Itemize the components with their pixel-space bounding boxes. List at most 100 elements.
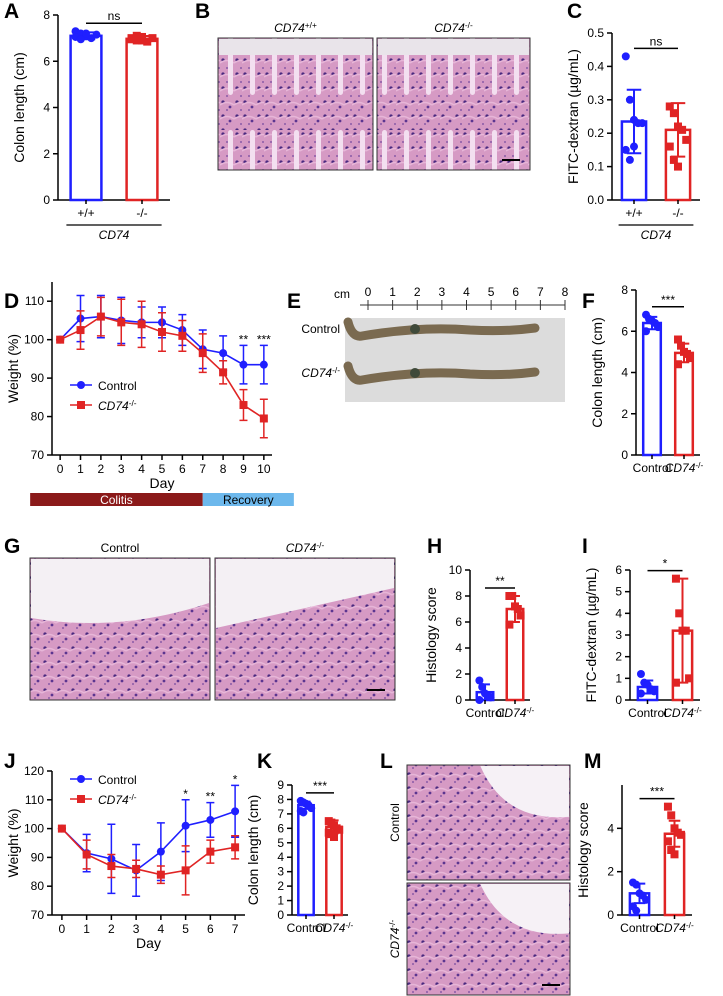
panel-letter: A (4, 0, 19, 23)
panel-letter: H (427, 535, 442, 558)
marker (82, 29, 90, 38)
panel-letter: G (4, 535, 20, 558)
marker (636, 689, 645, 698)
y-axis-label: Weight (%) (5, 334, 21, 403)
colon-sample (343, 361, 540, 385)
y-axis-label: FITC-dextran (µg/mL) (565, 49, 581, 184)
x-tick-label: Control (633, 461, 672, 475)
marker (667, 811, 676, 820)
y-tick-label: 4 (43, 101, 50, 115)
x-tick-label: -/- (672, 206, 683, 220)
marker (636, 670, 645, 678)
phase-bar (202, 493, 294, 506)
y-tick-label: 4 (621, 366, 628, 380)
significance-label: ** (206, 790, 216, 804)
legend-label-sup: -/- (129, 398, 137, 408)
legend-label-main: CD74 (98, 399, 129, 413)
marker (663, 837, 672, 846)
marker (219, 368, 228, 377)
marker (137, 320, 146, 329)
x-tick-label: 7 (199, 462, 206, 476)
image-label-sup: +/+ (305, 20, 317, 30)
marker (77, 795, 85, 803)
image-background (219, 39, 372, 55)
y-tick-label: 0.2 (587, 126, 604, 140)
marker (642, 895, 651, 904)
histology-image (376, 37, 531, 171)
marker (642, 327, 651, 336)
marker (505, 620, 514, 629)
y-tick-label: 6 (277, 821, 284, 835)
x-tick-label: 5 (182, 922, 189, 936)
y-tick-label: 4 (607, 821, 614, 835)
significance-label: ** (495, 574, 505, 588)
image-label-main: CD74 (274, 21, 305, 35)
x-tick-label: CD74-/- (496, 705, 535, 720)
image-label: Control (101, 541, 140, 555)
panel-letter: J (4, 750, 16, 773)
row-label-main: CD74 (301, 366, 332, 380)
marker (653, 323, 662, 332)
x-tick-label: CD74-/- (315, 920, 354, 935)
marker (674, 335, 683, 344)
panel-letter: L (380, 750, 393, 773)
marker (625, 155, 634, 164)
y-tick-label: 120 (24, 764, 44, 778)
panel-letter: K (257, 750, 272, 773)
marker (239, 401, 248, 410)
marker (681, 626, 690, 635)
x-tick-label: +/+ (625, 206, 642, 220)
y-axis-label: Histology score (423, 587, 439, 683)
marker (669, 109, 678, 118)
image-lumen (216, 559, 394, 628)
significance-label: *** (257, 332, 271, 346)
marker (77, 775, 85, 783)
x-tick-label: 9 (240, 462, 247, 476)
legend-label-main: CD74 (98, 793, 129, 807)
marker (56, 335, 65, 344)
marker (621, 52, 630, 61)
x-tick-label: CD74-/- (665, 460, 704, 475)
y-tick-label: 90 (31, 850, 45, 864)
y-tick-label: 0.0 (587, 193, 604, 207)
significance-label: *** (661, 293, 675, 307)
y-tick-label: 2 (277, 879, 284, 893)
marker (148, 34, 157, 43)
y-tick-label: 0.4 (587, 59, 604, 73)
legend-label: CD74-/- (98, 792, 137, 807)
marker (671, 574, 680, 583)
significance-label: * (183, 787, 188, 801)
marker (674, 360, 683, 369)
panel-letter: I (582, 535, 588, 558)
marker (259, 360, 268, 369)
phase-label: Colitis (100, 493, 133, 507)
y-tick-label: 90 (31, 371, 45, 385)
y-tick-label: 2 (621, 407, 628, 421)
x-tick-label: CD74-/- (655, 920, 694, 935)
legend-label: CD74-/- (98, 398, 137, 413)
marker (685, 674, 694, 683)
bar (641, 321, 663, 457)
marker (82, 850, 91, 859)
y-tick-label: 0 (277, 908, 284, 922)
marker (132, 36, 141, 45)
x-tick-label: Control (287, 921, 326, 935)
marker (259, 414, 268, 423)
marker (107, 862, 116, 871)
marker (665, 102, 674, 111)
marker (486, 693, 495, 702)
marker (206, 815, 215, 824)
significance-label: *** (313, 779, 327, 793)
y-axis-label: FITC-dextran (µg/mL) (583, 568, 599, 703)
marker (508, 592, 517, 600)
panel-letter: B (195, 0, 210, 23)
y-tick-label: 4 (455, 641, 462, 655)
x-tick-label: 7 (232, 922, 239, 936)
marker (132, 864, 141, 873)
image-label-sup: -/- (387, 919, 397, 927)
y-axis-label: Colon length (cm) (245, 795, 261, 906)
x-tick-label: 3 (133, 922, 140, 936)
y-tick-label: 8 (277, 792, 284, 806)
y-tick-label: 0 (615, 693, 622, 707)
marker (181, 866, 190, 875)
